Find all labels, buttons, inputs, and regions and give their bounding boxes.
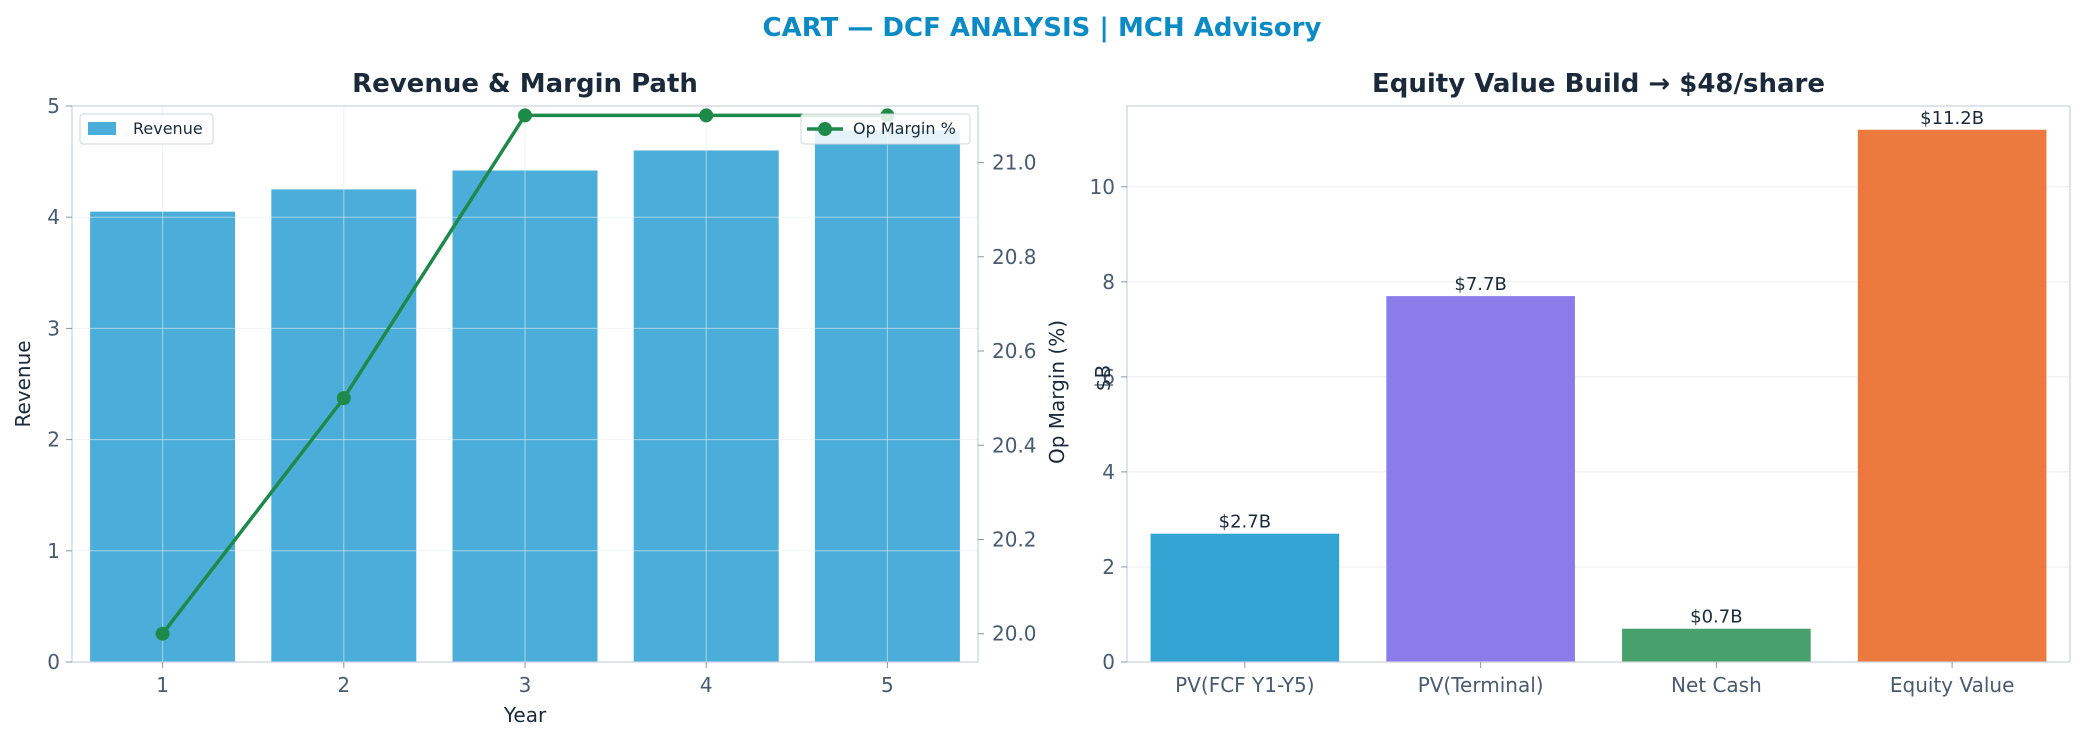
y-tick-label: 0 <box>1102 650 1115 674</box>
bar-data-label: $7.7B <box>1454 274 1506 295</box>
bar-data-label: $2.7B <box>1219 512 1271 533</box>
y2-tick-label: 20.8 <box>992 245 1037 269</box>
op-margin-point <box>699 108 714 123</box>
legend-swatch <box>88 122 116 135</box>
y-tick-label: 5 <box>47 94 60 118</box>
legend-box <box>79 113 214 145</box>
x-tick-label: 2 <box>337 673 350 697</box>
y-axis-label: Revenue <box>11 340 35 427</box>
y-tick-label: 1 <box>47 539 60 563</box>
legend-op-margin: Op Margin % <box>800 113 971 145</box>
y-tick-label: 3 <box>47 316 60 340</box>
legend-box <box>800 113 971 145</box>
equity-bar <box>1857 129 2047 662</box>
op-margin-point <box>518 108 532 123</box>
y-tick-label: 0 <box>47 650 60 674</box>
bar-data-label: $11.2B <box>1920 108 1984 129</box>
equity-bar <box>1622 628 1811 662</box>
y2-tick-label: 20.2 <box>992 527 1037 551</box>
x-tick-label: PV(FCF Y1-Y5) <box>1175 673 1314 697</box>
x-axis-label: Year <box>503 703 547 727</box>
y-tick-label: 6 <box>1102 365 1115 389</box>
x-tick-label: Net Cash <box>1671 673 1762 697</box>
y-tick-label: 2 <box>1102 555 1115 579</box>
y-tick-label: 10 <box>1090 175 1115 199</box>
chart-title: Equity Value Build → $48/share <box>1372 69 1825 99</box>
y2-tick-label: 20.6 <box>992 339 1037 363</box>
y-tick-label: 4 <box>47 205 60 229</box>
op-margin-point <box>155 626 170 641</box>
x-tick-label: 3 <box>519 673 532 697</box>
x-tick-label: PV(Terminal) <box>1418 673 1544 697</box>
legend-revenue: Revenue <box>79 113 214 145</box>
y-tick-label: 8 <box>1102 270 1115 294</box>
y-tick-label: 4 <box>1102 460 1115 484</box>
equity-bar <box>1386 296 1575 662</box>
y-axis-label: $B <box>1091 365 1115 391</box>
x-tick-label: 4 <box>700 673 713 697</box>
x-tick-label: 5 <box>881 673 894 697</box>
y2-tick-label: 21.0 <box>992 151 1037 175</box>
x-tick-label: Equity Value <box>1890 673 2015 697</box>
figure-title: CART — DCF ANALYSIS | MCH Advisory <box>763 13 1322 43</box>
legend-swatch-marker <box>818 122 832 136</box>
y2-axis-label: Op Margin (%) <box>1045 320 1069 464</box>
legend-label: Op Margin % <box>853 119 956 138</box>
bar-data-label: $0.7B <box>1690 607 1742 628</box>
revenue-margin-chart: Revenue & Margin Path 0 1 2 3 4 5 20.0 20.2 20.4 2… <box>11 69 1069 727</box>
x-tick-label: 1 <box>156 673 169 697</box>
y2-tick-label: 20.4 <box>992 433 1037 457</box>
chart-title: Revenue & Margin Path <box>352 69 698 99</box>
op-margin-point <box>336 391 351 406</box>
y2-tick-label: 20.0 <box>992 622 1037 646</box>
equity-value-chart: Equity Value Build → $48/share $2.7B $7.7B… <box>1090 69 2071 697</box>
legend-label: Revenue <box>133 119 203 138</box>
y-tick-label: 2 <box>47 428 60 452</box>
plot-frame <box>1126 105 2071 663</box>
equity-bar <box>1150 533 1340 662</box>
